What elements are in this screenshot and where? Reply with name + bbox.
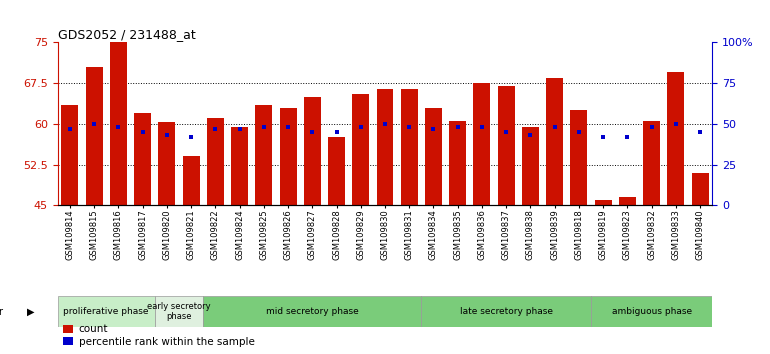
Bar <box>691 173 708 205</box>
Bar <box>85 67 102 205</box>
Bar <box>522 127 539 205</box>
Bar <box>425 108 442 205</box>
Bar <box>474 83 490 205</box>
Bar <box>449 121 466 205</box>
Bar <box>110 41 127 205</box>
Text: early secretory
phase: early secretory phase <box>147 302 211 321</box>
Text: ▶: ▶ <box>27 307 35 316</box>
Bar <box>207 119 224 205</box>
Bar <box>619 197 636 205</box>
Bar <box>256 105 273 205</box>
Bar <box>353 94 370 205</box>
Bar <box>668 72 685 205</box>
Bar <box>571 110 588 205</box>
Bar <box>304 97 321 205</box>
Bar <box>594 200 611 205</box>
Bar <box>591 296 712 327</box>
Bar <box>421 296 591 327</box>
Bar <box>377 88 393 205</box>
Bar <box>643 121 660 205</box>
Text: GDS2052 / 231488_at: GDS2052 / 231488_at <box>58 28 196 41</box>
Bar <box>58 296 155 327</box>
Text: late secretory phase: late secretory phase <box>460 307 553 316</box>
Bar <box>155 296 203 327</box>
Bar <box>203 296 421 327</box>
Legend: count, percentile rank within the sample: count, percentile rank within the sample <box>63 324 254 347</box>
Text: proliferative phase: proliferative phase <box>63 307 149 316</box>
Bar <box>62 105 79 205</box>
Bar <box>159 122 176 205</box>
Bar <box>400 88 417 205</box>
Text: other: other <box>0 307 4 316</box>
Bar <box>182 156 199 205</box>
Bar <box>134 113 151 205</box>
Bar <box>280 108 296 205</box>
Bar <box>231 127 248 205</box>
Text: ambiguous phase: ambiguous phase <box>611 307 691 316</box>
Text: mid secretory phase: mid secretory phase <box>266 307 359 316</box>
Bar <box>328 137 345 205</box>
Bar <box>497 86 514 205</box>
Bar <box>546 78 563 205</box>
